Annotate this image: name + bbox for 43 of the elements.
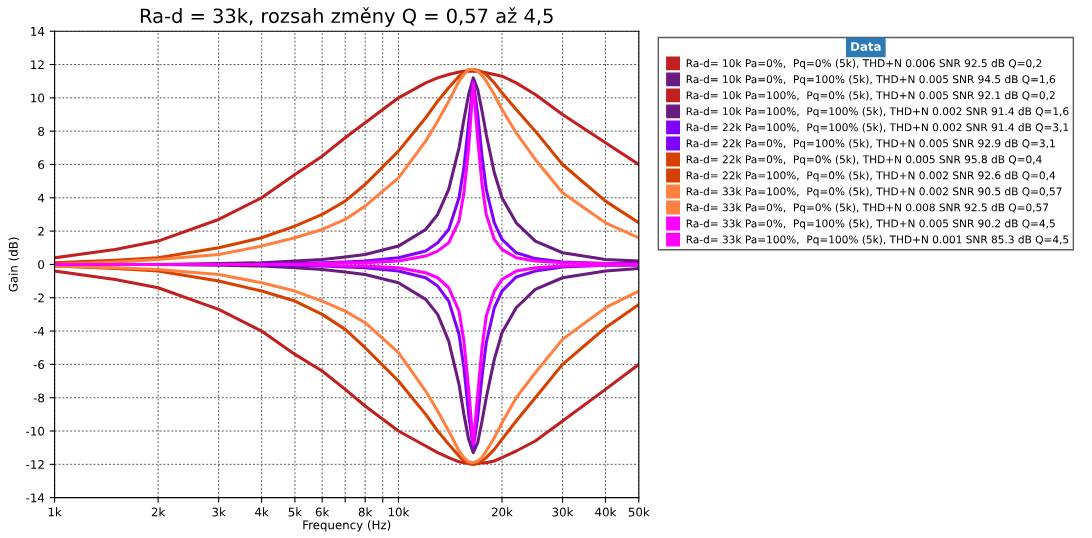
x-tick-label: 8k [358, 507, 373, 517]
y-tick-label: -12 [26, 460, 44, 469]
y-tick-label: -6 [33, 360, 45, 370]
x-tick-label: 1k [48, 507, 62, 517]
legend-label: Ra-d= 33k Pa=0%, Pq=100% (5k), THD+N 0.005 SNR 90.2 dB Q=4,5 [686, 219, 1055, 230]
legend-label: Ra-d= 33k Pa=100%, Pq=100% (5k), THD+N 0.001 SNR 85.3 dB Q=4,5 [686, 235, 1069, 246]
y-tick-label: -8 [33, 393, 45, 403]
y-tick-label: 14 [31, 27, 45, 36]
x-tick-label: 3k [212, 507, 226, 517]
x-tick-label: 5k [288, 507, 303, 517]
legend-label: Ra-d= 22k Pa=100%, Pq=100% (5k), THD+N 0.002 SNR 91.4 dB Q=3,1 [686, 123, 1069, 134]
y-tick-label: -10 [26, 426, 45, 436]
legend-label: Ra-d= 10k Pa=100%, Pq=0% (5k), THD+N 0.005 SNR 92.1 dB Q=0,2 [686, 91, 1055, 102]
y-tick-label: 12 [31, 60, 44, 70]
x-axis-title: Frequency (Hz) [303, 520, 391, 532]
y-tick-label: 2 [38, 226, 44, 236]
legend-label: Ra-d= 22k Pa=100%, Pq=0% (5k), THD+N 0.002 SNR 92.6 dB Q=0,4 [686, 171, 1056, 182]
y-tick-label: -2 [33, 293, 44, 303]
x-tick-label: 6k [315, 507, 330, 517]
x-tick-label: 20k [491, 507, 513, 517]
legend-label: Ra-d= 22k Pa=0%, Pq=100% (5k), THD+N 0.005 SNR 92.9 dB Q=3,1 [686, 139, 1055, 150]
x-tick-label: 2k [151, 507, 166, 517]
x-tick-label: 4k [255, 507, 269, 517]
y-tick-label: -4 [33, 326, 45, 336]
y-tick-label: 6 [38, 160, 45, 170]
x-tick-label: 10k [388, 507, 410, 517]
y-tick-label: 0 [38, 260, 45, 270]
legend-label: Ra-d= 10k Pa=0%, Pq=0% (5k), THD+N 0.006 SNR 92.5 dB Q=0,2 [686, 59, 1042, 70]
y-tick-label: 8 [38, 126, 45, 136]
legend-label: Ra-d= 33k Pa=0%, Pq=0% (5k), THD+N 0.008 SNR 92.5 dB Q=0,57 [686, 203, 1049, 214]
legend-title: Data [851, 42, 881, 51]
x-tick-label: 30k [552, 507, 574, 517]
chart-title: Ra-d = 33k, rozsah změny Q = 0,57 až 4,5 [140, 7, 553, 27]
legend-label: Ra-d= 22k Pa=0%, Pq=0% (5k), THD+N 0.005 SNR 95.8 dB Q=0,4 [686, 155, 1042, 166]
legend-label: Ra-d= 10k Pa=100%, Pq=100% (5k), THD+N 0.002 SNR 91.4 dB Q=1,6 [686, 107, 1069, 118]
legend-label: Ra-d= 33k Pa=100%, Pq=0% (5k), THD+N 0.002 SNR 90.5 dB Q=0,57 [686, 187, 1062, 198]
x-tick-label: 40k [595, 507, 617, 517]
x-tick-label: 50k [628, 507, 650, 517]
y-tick-label: 10 [31, 93, 45, 103]
y-tick-label: -14 [26, 493, 45, 503]
legend-label: Ra-d= 10k Pa=0%, Pq=100% (5k), THD+N 0.005 SNR 94.5 dB Q=1,6 [686, 75, 1056, 86]
y-axis-title: Gain (dB) [8, 237, 20, 292]
y-tick-label: 4 [37, 193, 45, 203]
